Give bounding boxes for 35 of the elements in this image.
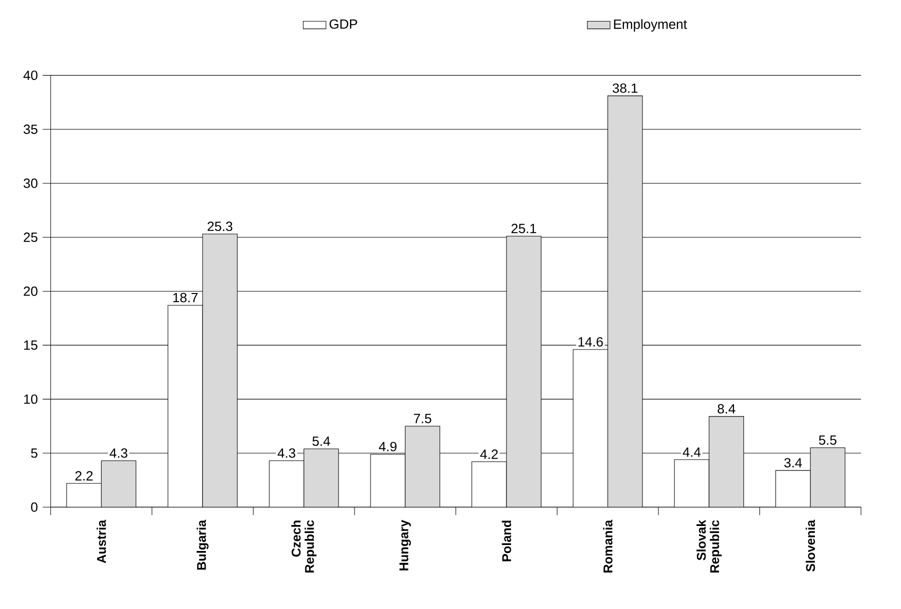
data-label: 4.2 [480, 450, 498, 459]
x-tick-label: Czech Republic [291, 520, 316, 572]
data-label: 4.9 [378, 442, 397, 452]
y-tick-label: 25 [24, 232, 38, 242]
x-tick-label: Slovak Republic [696, 520, 722, 572]
x-tick-label: Slovenia [806, 520, 816, 572]
data-label: 5.4 [312, 436, 330, 446]
data-label: 8.4 [718, 404, 736, 414]
y-tick-label: 10 [24, 394, 38, 404]
x-tick-label: Romania [603, 520, 612, 572]
y-tick-label: 15 [24, 340, 38, 350]
data-label: 38.1 [612, 83, 638, 93]
data-label: 14.6 [578, 337, 603, 347]
data-label: 18.7 [173, 292, 198, 302]
x-tick-label: Bulgaria [196, 520, 209, 570]
data-label: 4.4 [682, 447, 701, 457]
legend-label: GDP [330, 19, 358, 29]
y-tick-label: 0 [31, 502, 38, 512]
data-label: 25.1 [512, 224, 536, 234]
legend-label: Employment [614, 19, 687, 32]
data-label: 4.3 [278, 448, 296, 458]
y-tick-label: 20 [24, 286, 38, 296]
data-label: 7.5 [414, 414, 432, 424]
y-tick-label: 40 [23, 70, 38, 80]
data-label: 2.2 [75, 471, 93, 480]
y-tick-label: 30 [24, 178, 38, 188]
x-tick-label: Austria [96, 520, 106, 564]
x-tick-label: Hungary [399, 520, 411, 570]
y-tick-label: 35 [24, 124, 38, 134]
data-label: 25.3 [208, 222, 232, 232]
x-tick-label: Poland [502, 520, 512, 562]
y-tick-label: 5 [31, 448, 38, 458]
data-label: 3.4 [784, 458, 802, 468]
data-label: 4.3 [110, 448, 128, 458]
data-label: 5.5 [818, 435, 836, 445]
